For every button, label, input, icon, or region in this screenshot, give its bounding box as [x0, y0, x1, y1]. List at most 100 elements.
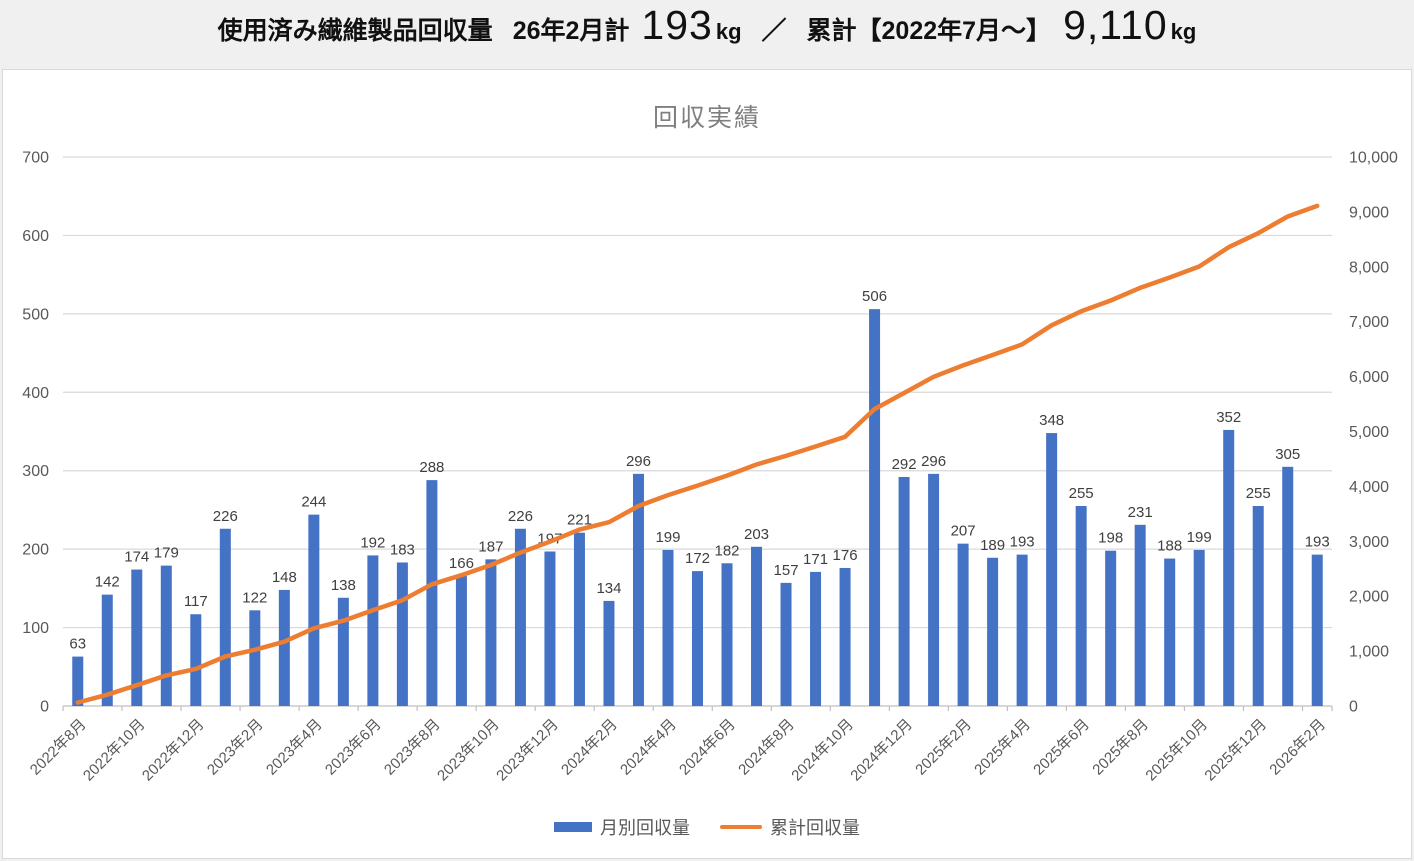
bar-value-label: 348 — [1039, 412, 1064, 429]
x-axis-tick-label: 2024年6月 — [676, 716, 739, 779]
x-axis-tick-label: 2023年6月 — [322, 716, 385, 779]
bar-value-label: 244 — [301, 494, 326, 511]
bar — [898, 476, 910, 706]
x-axis-tick-label: 2023年2月 — [204, 716, 267, 779]
bar — [455, 575, 467, 706]
x-axis-tick-label: 2023年8月 — [381, 716, 444, 779]
bar — [1105, 550, 1117, 706]
bar-value-label: 117 — [184, 593, 208, 610]
x-axis-tick-label: 2026年2月 — [1266, 716, 1329, 779]
legend-line-swatch-icon — [720, 825, 762, 829]
bar-value-label: 193 — [1010, 534, 1035, 551]
x-axis-tick-label: 2025年2月 — [912, 716, 975, 779]
bar — [692, 571, 703, 706]
bar — [1282, 466, 1294, 706]
bar — [1016, 554, 1028, 706]
x-axis-tick-label: 2025年12月 — [1201, 716, 1270, 785]
x-axis-tick-label: 2024年4月 — [617, 716, 680, 779]
bar-value-label: 188 — [1157, 538, 1182, 555]
bar-value-label: 198 — [1098, 530, 1123, 547]
right-axis-tick-label: 9,000 — [1349, 204, 1389, 221]
bar — [101, 594, 113, 706]
legend-item-monthly: 月別回収量 — [554, 814, 690, 840]
bar-value-label: 199 — [1187, 529, 1212, 546]
bar — [219, 528, 231, 706]
bar — [1311, 554, 1323, 706]
bar-value-label: 183 — [390, 541, 415, 558]
legend-monthly-label: 月別回収量 — [600, 818, 690, 838]
bar-value-label: 148 — [272, 569, 297, 586]
bar — [1193, 549, 1205, 706]
chart-container: 0 100 200 300 400 500 600 700 0 1,000 2,000 3,000 4,… — [2, 69, 1412, 859]
left-axis-tick-label: 200 — [22, 542, 49, 559]
x-axis-tick-label: 2024年2月 — [558, 716, 621, 779]
bar — [278, 589, 290, 706]
bar-value-label: 193 — [1305, 534, 1330, 551]
bar-value-label: 255 — [1069, 485, 1094, 502]
bar — [160, 565, 172, 706]
bar — [632, 473, 644, 706]
chart-plot: 0 100 200 300 400 500 600 700 0 1,000 2,000 3,000 4,… — [22, 150, 1398, 785]
legend-item-cumulative: 累計回収量 — [720, 814, 860, 840]
bar — [308, 514, 320, 706]
cumulative-line — [75, 203, 1320, 705]
right-axis-tick-label: 5,000 — [1349, 424, 1389, 441]
bar — [928, 473, 940, 706]
left-axis-tick-label: 400 — [22, 385, 49, 402]
x-axis-tick-label: 2024年8月 — [735, 716, 798, 779]
bar-value-label: 171 — [803, 551, 828, 568]
bar-value-label: 172 — [685, 550, 710, 567]
bar — [780, 582, 792, 706]
right-axis-tick-label: 7,000 — [1349, 314, 1389, 331]
bar-value-label: 506 — [862, 288, 887, 305]
x-axis-tick-label: 2023年4月 — [263, 716, 326, 779]
bar — [1223, 429, 1235, 706]
bar-value-label: 296 — [626, 453, 651, 470]
bar — [1164, 558, 1176, 706]
right-axis-tick-label: 4,000 — [1349, 479, 1389, 496]
left-axis-tick-label: 700 — [22, 150, 49, 167]
bar-value-label: 174 — [124, 549, 149, 566]
month-total-value: 193 — [641, 2, 713, 48]
bar-value-label: 142 — [95, 574, 120, 591]
left-axis-tick-label: 300 — [22, 463, 49, 480]
bar-value-label: 138 — [331, 577, 356, 594]
bar-value-label: 226 — [213, 508, 238, 525]
legend-bar-swatch-icon — [554, 822, 592, 832]
bar — [514, 528, 526, 706]
cumulative-total-label: 累計【2022年7月～】 — [806, 17, 1052, 45]
bar — [396, 562, 408, 706]
report-title: 使用済み繊維製品回収量 — [217, 17, 493, 45]
chart-legend: 月別回収量 累計回収量 — [3, 814, 1411, 840]
bar — [839, 567, 851, 706]
bar — [662, 549, 674, 706]
bar — [249, 610, 261, 706]
bar-value-label: 179 — [154, 545, 179, 562]
bar-value-label: 166 — [449, 555, 474, 572]
left-axis-tick-label: 500 — [22, 306, 49, 323]
bar — [751, 546, 763, 706]
bar-value-label: 122 — [242, 589, 267, 606]
x-axis-tick-label: 2022年10月 — [80, 716, 149, 785]
x-axis-tick-label: 2024年10月 — [788, 716, 857, 785]
legend-cumulative-label: 累計回収量 — [770, 818, 860, 838]
bar-value-label: 187 — [478, 538, 503, 555]
bar — [485, 559, 497, 706]
bar — [869, 309, 881, 706]
bar-value-label: 134 — [596, 580, 621, 597]
bar-value-label: 231 — [1128, 504, 1153, 521]
bar — [1252, 506, 1264, 706]
x-axis-tick-label: 2025年4月 — [971, 716, 1034, 779]
bar — [544, 551, 556, 706]
bar-value-label: 182 — [714, 542, 739, 559]
bar-value-label: 192 — [360, 534, 385, 551]
bar-value-label: 189 — [980, 537, 1005, 554]
cumulative-total-value: 9,110 — [1063, 2, 1168, 48]
x-axis-tick-label: 2023年10月 — [434, 716, 503, 785]
x-axis-tick-label: 2024年12月 — [847, 716, 916, 785]
bar — [367, 555, 379, 706]
right-axis-tick-label: 6,000 — [1349, 369, 1389, 386]
right-axis-tick-label: 10,000 — [1349, 150, 1398, 167]
report-header: 使用済み繊維製品回収量 26年2月計 193 kg ／ 累計【2022年7月～】… — [0, 0, 1414, 69]
bar-value-label: 157 — [774, 562, 799, 579]
